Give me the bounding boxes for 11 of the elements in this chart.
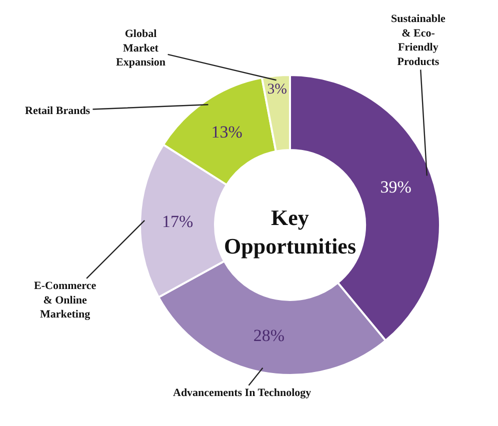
data-label: 3% — [267, 81, 287, 98]
slice-label: E-Commerce & Online Marketing — [34, 280, 96, 321]
slice-label: Retail Brands — [25, 105, 91, 117]
data-label: 39% — [380, 177, 412, 196]
data-label: 13% — [211, 122, 242, 142]
text: Key Opportunities — [224, 205, 356, 259]
data-label: 17% — [162, 212, 194, 231]
data-label: 28% — [253, 326, 285, 346]
slice-label: Advancements In Technology — [173, 387, 312, 399]
slice-label: Sustainable & Eco-Friendly Products — [391, 13, 446, 68]
slice-label: Global Market Expansion — [116, 28, 166, 69]
